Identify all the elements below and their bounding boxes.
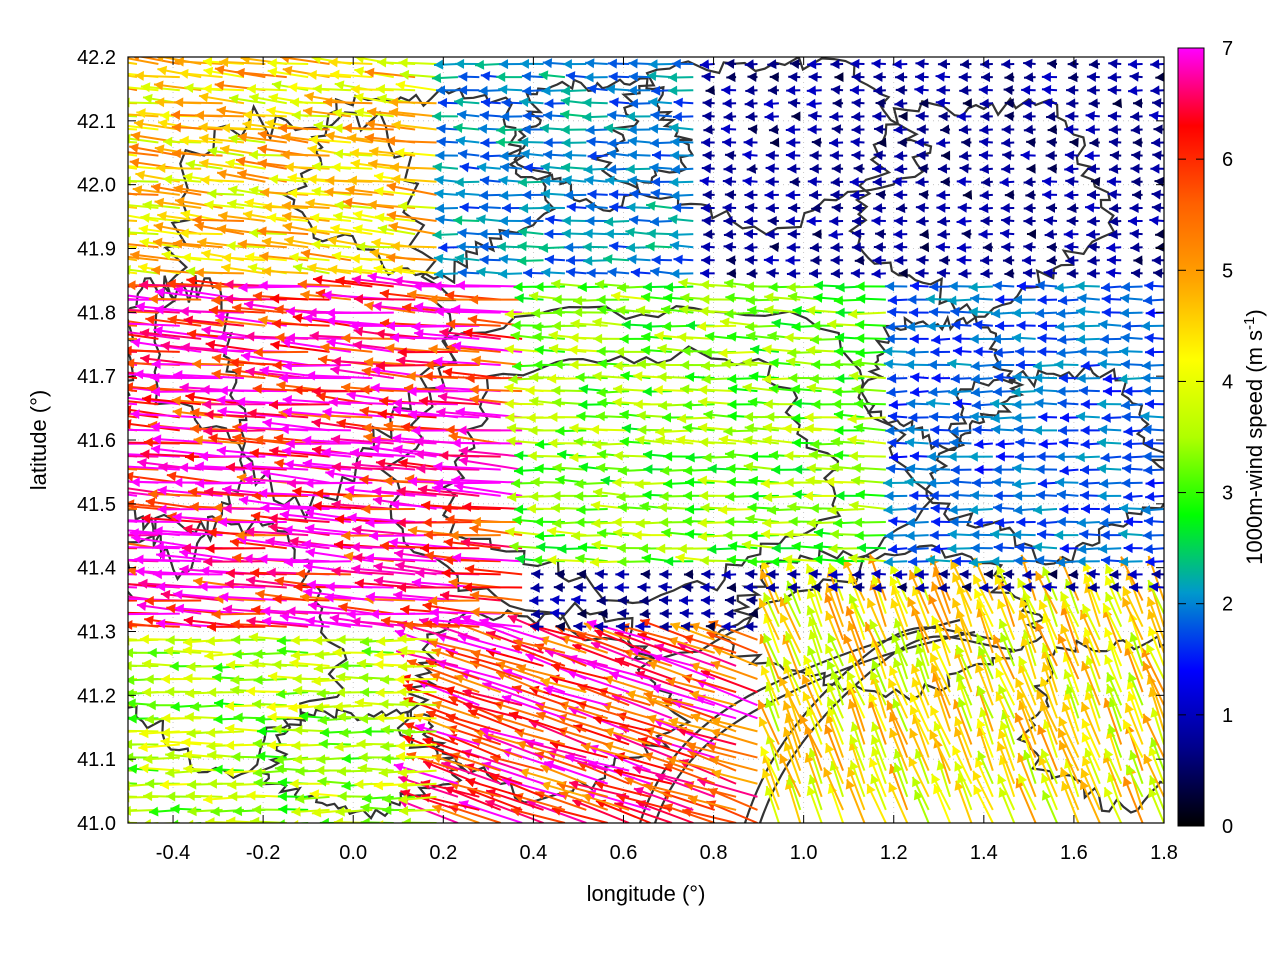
wind-vector-shaft <box>195 483 265 484</box>
wind-vector-shaft <box>370 614 437 615</box>
wind-vector-shaft <box>280 429 351 430</box>
wind-vector-shaft <box>439 455 500 456</box>
wind-vector-shaft <box>326 587 394 588</box>
wind-vector-shaft <box>269 404 330 405</box>
wind-vector-shaft <box>434 483 501 484</box>
wind-vector-shaft <box>203 430 265 431</box>
wind-vector-shaft <box>284 561 351 562</box>
wind-vector-shaft <box>304 483 372 484</box>
